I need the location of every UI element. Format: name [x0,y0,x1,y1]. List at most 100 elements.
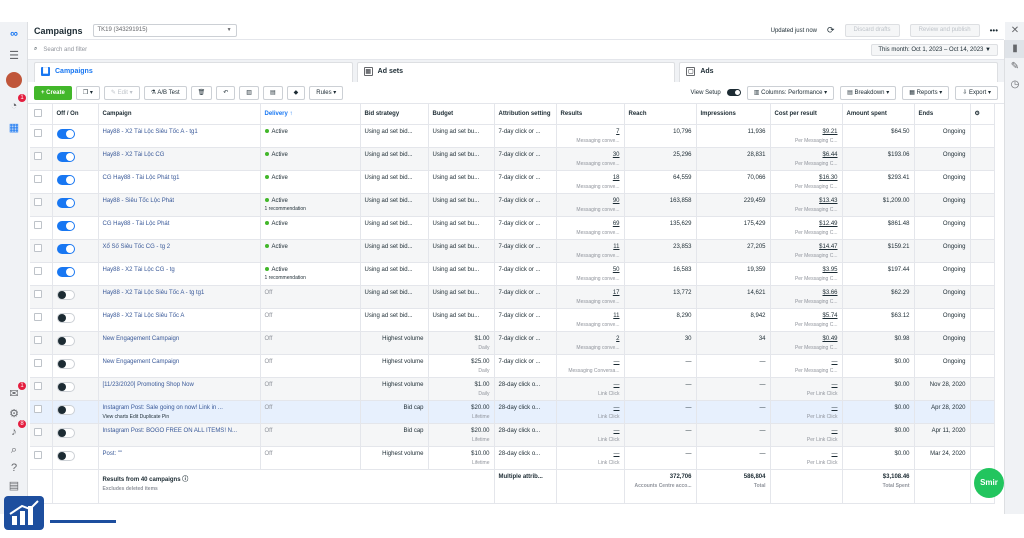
row-checkbox[interactable] [34,358,42,367]
table-row[interactable]: Post: "" Off Highest volume $10.00 Lifetime 2… [30,446,995,470]
col-header[interactable]: Results [556,104,625,125]
col-header[interactable]: Budget [428,104,495,125]
close-icon[interactable]: ✕ [1005,22,1024,40]
search-input[interactable]: Search and filter [43,46,88,53]
tag-button[interactable]: ◆ [286,85,306,100]
clock-icon[interactable]: ◷ [1010,79,1020,90]
results-value[interactable]: 11 [613,243,620,250]
cpr-value[interactable]: $3.95 [822,266,838,273]
duplicate-button[interactable]: ❐ ▾ [75,85,100,100]
row-checkbox[interactable] [34,151,42,160]
row-checkbox[interactable] [34,174,42,183]
campaign-name[interactable]: Xổ Số Siêu Tốc CG - tg 2 [102,243,171,250]
table-row[interactable]: Hay88 - X2 Tài Lộc CG - tg Active 1 recomm… [30,262,995,286]
campaign-toggle[interactable] [56,312,75,323]
row-actions[interactable]: View charts Edit Duplicate Pin [102,413,170,420]
campaign-toggle[interactable] [56,450,75,461]
cpr-value[interactable]: — [831,404,838,411]
pencil-icon[interactable]: ✎ [1010,61,1020,72]
campaign-name[interactable]: [11/23/2020] Promoting Shop Now [102,381,194,388]
chart-icon[interactable]: ▮ [1005,40,1024,58]
campaign-name[interactable]: CG Hay88 - Tài Lộc Phát tg1 [102,174,180,181]
col-header[interactable]: Delivery ↑ [260,104,361,125]
col-header[interactable]: Impressions [696,104,771,125]
row-checkbox[interactable] [34,381,42,390]
help-icon[interactable]: ? [10,462,18,474]
menu-icon[interactable]: ☰ [9,50,19,62]
rules-button[interactable]: Rules ▾ [309,85,344,100]
delete-button[interactable]: 🗑 [190,85,213,100]
table-row[interactable]: CG Hay88 - Tài Lộc Phát tg1 Active Using a… [30,170,995,194]
row-checkbox[interactable] [34,220,42,229]
cpr-value[interactable]: — [831,450,838,457]
bookmark-button[interactable]: ▤ [262,85,283,100]
row-checkbox[interactable] [34,243,42,252]
campaign-toggle[interactable] [56,427,75,438]
cpr-value[interactable]: — [831,381,838,388]
cpr-value[interactable]: — [831,427,838,434]
results-value[interactable]: 30 [612,151,620,158]
campaigns-grid-icon[interactable]: ▦ [8,122,20,134]
row-checkbox[interactable] [34,404,42,413]
row-checkbox[interactable] [34,266,42,275]
recommendation-badge[interactable]: 1 recommendation [264,205,306,212]
campaign-name[interactable]: Post: "" [102,450,123,457]
tab-ad-sets[interactable]: ▦ Ad sets [356,62,676,82]
date-range-picker[interactable]: This month: Oct 1, 2023 – Oct 14, 2023 ▼ [871,43,998,56]
table-row[interactable]: Hay88 - X2 Tài Lộc Siêu Tốc A - tg tg1 Of… [30,285,995,309]
columns-button[interactable]: ▥ Columns: Performance ▾ [746,85,835,100]
col-header[interactable]: Ends [914,104,971,125]
select-all-header[interactable] [30,104,53,125]
col-header[interactable]: Attribution setting [494,104,557,125]
tab-ads[interactable]: ▢ Ads [679,62,999,82]
row-checkbox[interactable] [34,128,42,137]
account-selector[interactable]: TK19 (343291915) [92,24,237,37]
campaign-toggle[interactable] [56,266,75,277]
avatar[interactable] [6,72,22,88]
results-value[interactable]: — [613,404,620,411]
row-checkbox[interactable] [34,450,42,459]
results-value[interactable]: 11 [613,312,620,319]
report-icon[interactable]: ▤ [8,480,20,492]
row-checkbox[interactable] [34,289,42,298]
view-setup-toggle[interactable] [726,89,741,96]
campaign-toggle[interactable] [56,174,75,185]
table-row[interactable]: Instagram Post: BOGO FREE ON ALL ITEMS! … [30,423,995,447]
create-button[interactable]: + Create [34,85,72,100]
breakdown-button[interactable]: ▤ Breakdown ▾ [840,85,897,100]
review-publish-button[interactable]: Review and publish [909,24,980,37]
cpr-value[interactable]: — [831,358,838,365]
row-checkbox[interactable] [34,197,42,206]
campaign-toggle[interactable] [56,289,75,300]
undo-button[interactable]: ↶ [216,85,236,100]
col-header[interactable]: Campaign [98,104,261,125]
cpr-value[interactable]: $6.44 [822,151,838,158]
campaign-toggle[interactable] [56,404,75,415]
cpr-value[interactable]: $0.49 [822,335,838,342]
table-row[interactable]: Hay88 - X2 Tài Lộc CG Active Using ad set … [30,147,995,171]
row-checkbox[interactable] [34,427,42,436]
info-icon[interactable]: ⓘ [182,476,189,483]
campaign-name[interactable]: CG Hay88 - Tài Lộc Phát [102,220,170,227]
col-header[interactable]: Reach [624,104,697,125]
cpr-value[interactable]: $9.21 [822,128,838,135]
select-all-checkbox[interactable] [34,108,42,117]
results-value[interactable]: 2 [616,335,620,342]
col-header[interactable]: Cost per result [770,104,843,125]
campaign-toggle[interactable] [56,335,75,346]
meta-logo-icon[interactable]: ∞ [10,28,18,40]
campaign-name[interactable]: Hay88 - X2 Tài Lộc CG - tg [102,266,175,273]
campaign-toggle[interactable] [56,220,75,231]
col-header[interactable]: Amount spent [842,104,915,125]
table-row[interactable]: Hay88 - Siêu Tốc Lộc Phát Active 1 recomme… [30,193,995,217]
search-icon[interactable]: ⌕ [10,444,18,456]
campaign-name[interactable]: Hay88 - Siêu Tốc Lộc Phát [102,197,175,204]
campaign-name[interactable]: New Engagement Campaign [102,335,180,342]
bell-icon[interactable]: ♪ [6,420,26,440]
tab-campaigns[interactable]: ▇ Campaigns [34,62,353,82]
campaign-name[interactable]: Hay88 - X2 Tài Lộc Siêu Tốc A - tg1 [102,128,198,135]
recommendation-badge[interactable]: 1 recommendation [264,274,306,281]
column-settings-icon[interactable]: ⚙ [970,104,995,125]
campaign-toggle[interactable] [56,197,75,208]
results-value[interactable]: — [613,358,620,365]
